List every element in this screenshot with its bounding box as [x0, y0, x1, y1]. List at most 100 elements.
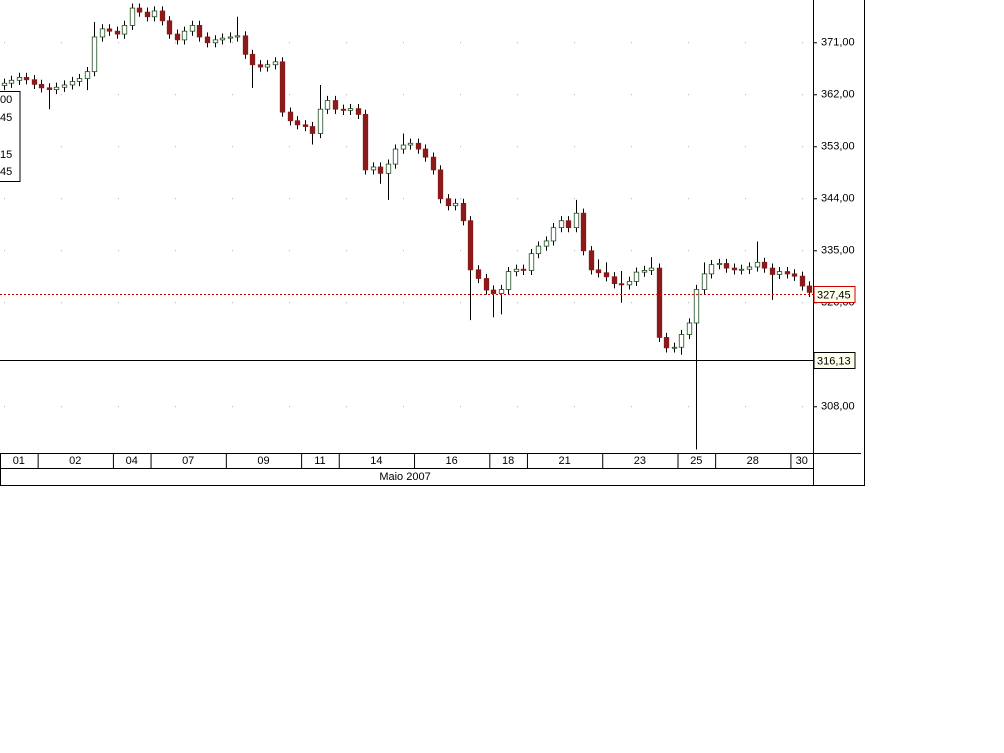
candle-body	[445, 198, 452, 207]
y-tick-label: 362,00	[821, 89, 855, 101]
candle-body	[302, 124, 309, 127]
candle-body	[76, 78, 83, 82]
info-panel	[0, 91, 21, 182]
candle-body	[196, 25, 203, 38]
candle-body	[611, 276, 618, 285]
candle-body	[8, 79, 15, 84]
candle-body	[121, 25, 128, 35]
candle-body	[99, 28, 106, 38]
candle-body	[452, 202, 459, 207]
candle-body	[294, 120, 301, 126]
candle-body	[249, 53, 256, 66]
candle-body	[498, 289, 505, 294]
candle-body	[565, 220, 572, 229]
info-panel-text: 45	[0, 166, 12, 178]
candle-body	[573, 212, 580, 229]
candle-body	[648, 267, 655, 271]
candle-body	[460, 202, 467, 222]
y-tick-label: 353,00	[821, 141, 855, 153]
candle-body	[520, 268, 527, 271]
candle-body	[656, 267, 663, 338]
candle-body	[106, 28, 113, 32]
x-tick-label: 02	[69, 455, 81, 467]
candle-body	[746, 266, 753, 270]
candle-body	[309, 126, 316, 134]
y-tick-label: 335,00	[821, 245, 855, 257]
candle-body	[219, 37, 226, 41]
candle-body	[543, 240, 550, 247]
candle-body	[400, 144, 407, 150]
candle-body	[46, 87, 53, 90]
candle-body	[663, 337, 670, 349]
y-tick-label: 344,00	[821, 193, 855, 205]
candle-body	[264, 64, 271, 68]
candle-body	[136, 7, 143, 13]
candle-body	[437, 169, 444, 200]
value-label-box	[813, 286, 856, 303]
candle-body	[166, 20, 173, 35]
x-tick-label: 28	[747, 455, 759, 467]
candle-body	[204, 36, 211, 44]
value-label-box	[813, 352, 856, 369]
candle-body	[633, 271, 640, 282]
candle-body	[693, 289, 700, 324]
candle-body	[528, 253, 535, 271]
candle-body	[129, 7, 136, 26]
candle-body	[355, 108, 362, 115]
candle-body	[91, 36, 98, 73]
candle-body	[377, 166, 384, 174]
candle-body	[212, 39, 219, 44]
x-tick-label: 25	[690, 455, 702, 467]
candle-body	[738, 268, 745, 271]
candle-body	[347, 108, 354, 111]
candle-body	[189, 25, 196, 32]
candle-body	[490, 289, 497, 294]
candle-body	[151, 10, 158, 18]
candle-body	[392, 148, 399, 165]
candle-body	[257, 64, 264, 68]
info-panel-text: 00	[0, 94, 12, 106]
candle-body	[31, 79, 38, 85]
candle-body	[626, 280, 633, 286]
candle-body	[641, 270, 648, 273]
candle-body	[38, 83, 45, 89]
candle-body	[362, 114, 369, 171]
x-tick-label: 07	[182, 455, 194, 467]
candle-body	[84, 71, 91, 79]
y-tick-label: 371,00	[821, 37, 855, 49]
candle-body	[475, 269, 482, 279]
candle-body	[340, 108, 347, 111]
x-tick-label: 21	[558, 455, 570, 467]
candle-body	[701, 273, 708, 290]
candle-body	[1, 82, 8, 86]
candle-body	[776, 271, 783, 275]
candle-body	[422, 148, 429, 158]
candle-body	[769, 267, 776, 275]
candle-body	[69, 81, 76, 86]
candle-body	[708, 264, 715, 275]
candle-body	[114, 30, 121, 35]
candle-body	[279, 61, 286, 113]
candle-body	[505, 271, 512, 290]
candle-body	[324, 100, 331, 110]
candle-body	[467, 220, 474, 271]
y-tick-label: 308,00	[821, 401, 855, 413]
value-label: 327,45	[817, 289, 851, 301]
x-tick-label: 11	[314, 455, 325, 467]
value-label: 316,13	[817, 355, 851, 367]
candle-body	[16, 77, 23, 81]
candle-body	[174, 33, 181, 41]
info-panel-text: 45	[0, 112, 12, 124]
candle-body	[370, 166, 377, 171]
info-panel-text: 15	[0, 149, 12, 161]
candle-body	[535, 245, 542, 255]
candle-body	[754, 261, 761, 268]
candle-body	[686, 322, 693, 335]
candle-body	[550, 227, 557, 242]
candle-body	[761, 261, 768, 269]
candle-body	[144, 11, 151, 18]
candle-body	[407, 142, 414, 146]
candle-body	[603, 272, 610, 278]
candle-body	[242, 35, 249, 55]
